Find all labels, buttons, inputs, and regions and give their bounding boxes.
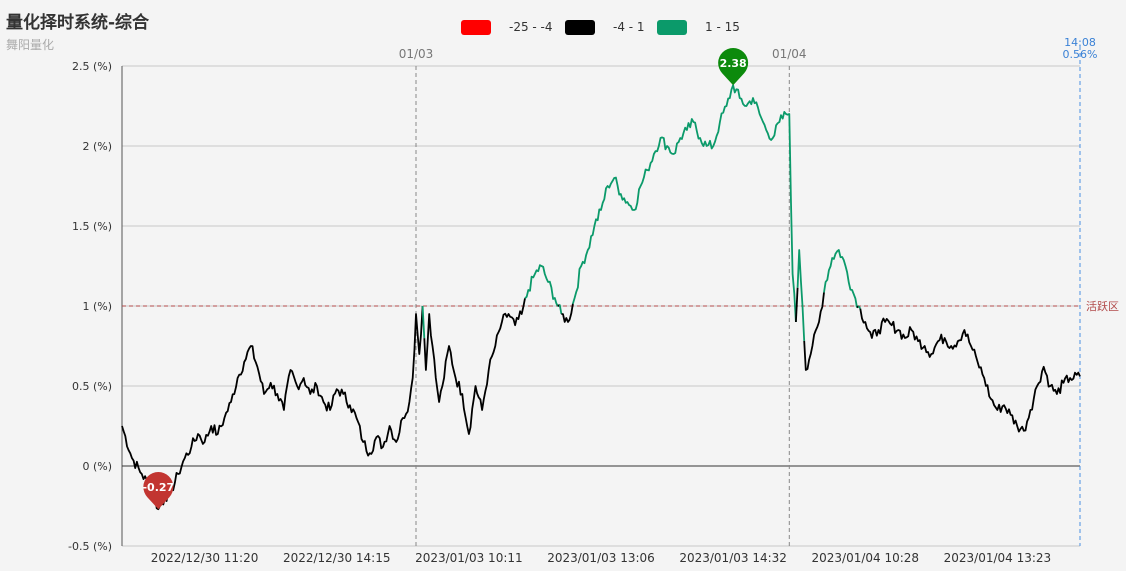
day-marker-label: 01/04 (772, 47, 807, 61)
mark-point-label: 2.38 (720, 57, 747, 70)
legend-swatch-low (461, 19, 491, 35)
series-line-segment (823, 249, 858, 308)
legend-label-mid: -4 - 1 (613, 20, 645, 34)
series-line-segment (803, 292, 825, 371)
legend-swatch-high (657, 19, 687, 35)
day-marker-label: 01/03 (399, 47, 434, 61)
series-line-segment (795, 287, 799, 323)
x-tick-label: 2023/01/03 10:11 (415, 551, 523, 565)
y-tick-label: 2.5 (%) (72, 60, 112, 73)
legend-item-low[interactable]: -25 - -4 (461, 18, 553, 36)
x-tick-label: 2023/01/03 13:06 (547, 551, 655, 565)
series-line-segment (572, 84, 797, 323)
legend-swatch-mid (565, 19, 595, 35)
series-line-segment (558, 304, 563, 315)
x-tick-label: 2023/01/04 13:23 (944, 551, 1052, 565)
series-line-segment (859, 308, 1081, 433)
y-tick-label: 1.5 (%) (72, 220, 112, 233)
mark-point-pin (718, 48, 749, 86)
legend-label-high: 1 - 15 (705, 20, 740, 34)
y-tick-label: 0.5 (%) (72, 380, 112, 393)
series-line-segment (524, 264, 559, 307)
mark-point-label: -0.27 (142, 481, 174, 494)
page-subtitle: 舞阳量化 (6, 38, 55, 52)
y-tick-label: -0.5 (%) (68, 540, 112, 553)
legend-item-mid[interactable]: -4 - 1 (565, 18, 645, 36)
y-tick-label: 2 (%) (82, 140, 112, 153)
mark-line-label: 活跃区 (1086, 299, 1119, 313)
page-title: 量化择时系统-综合 (6, 13, 150, 33)
last-marker-time: 14:08 (1064, 36, 1096, 49)
series-line-segment (423, 298, 526, 435)
series-line-segment (796, 249, 806, 341)
chart-legend: -25 - -4 -4 - 1 1 - 15 (0, 18, 1126, 36)
y-tick-label: 0 (%) (82, 460, 112, 473)
mark-point-pin (143, 472, 174, 510)
legend-item-high[interactable]: 1 - 15 (657, 18, 740, 36)
last-marker-value: 0.56% (1063, 48, 1098, 61)
series-line-segment (561, 303, 574, 323)
x-tick-label: 2023/01/03 14:32 (679, 551, 787, 565)
series-line-segment (857, 305, 862, 310)
legend-label-low: -25 - -4 (509, 20, 553, 34)
x-tick-label: 2022/12/30 11:20 (151, 551, 259, 565)
x-tick-label: 2022/12/30 14:15 (283, 551, 391, 565)
y-tick-label: 1 (%) (82, 300, 112, 313)
series-line-segment (421, 305, 426, 339)
x-tick-label: 2023/01/04 10:28 (811, 551, 919, 565)
